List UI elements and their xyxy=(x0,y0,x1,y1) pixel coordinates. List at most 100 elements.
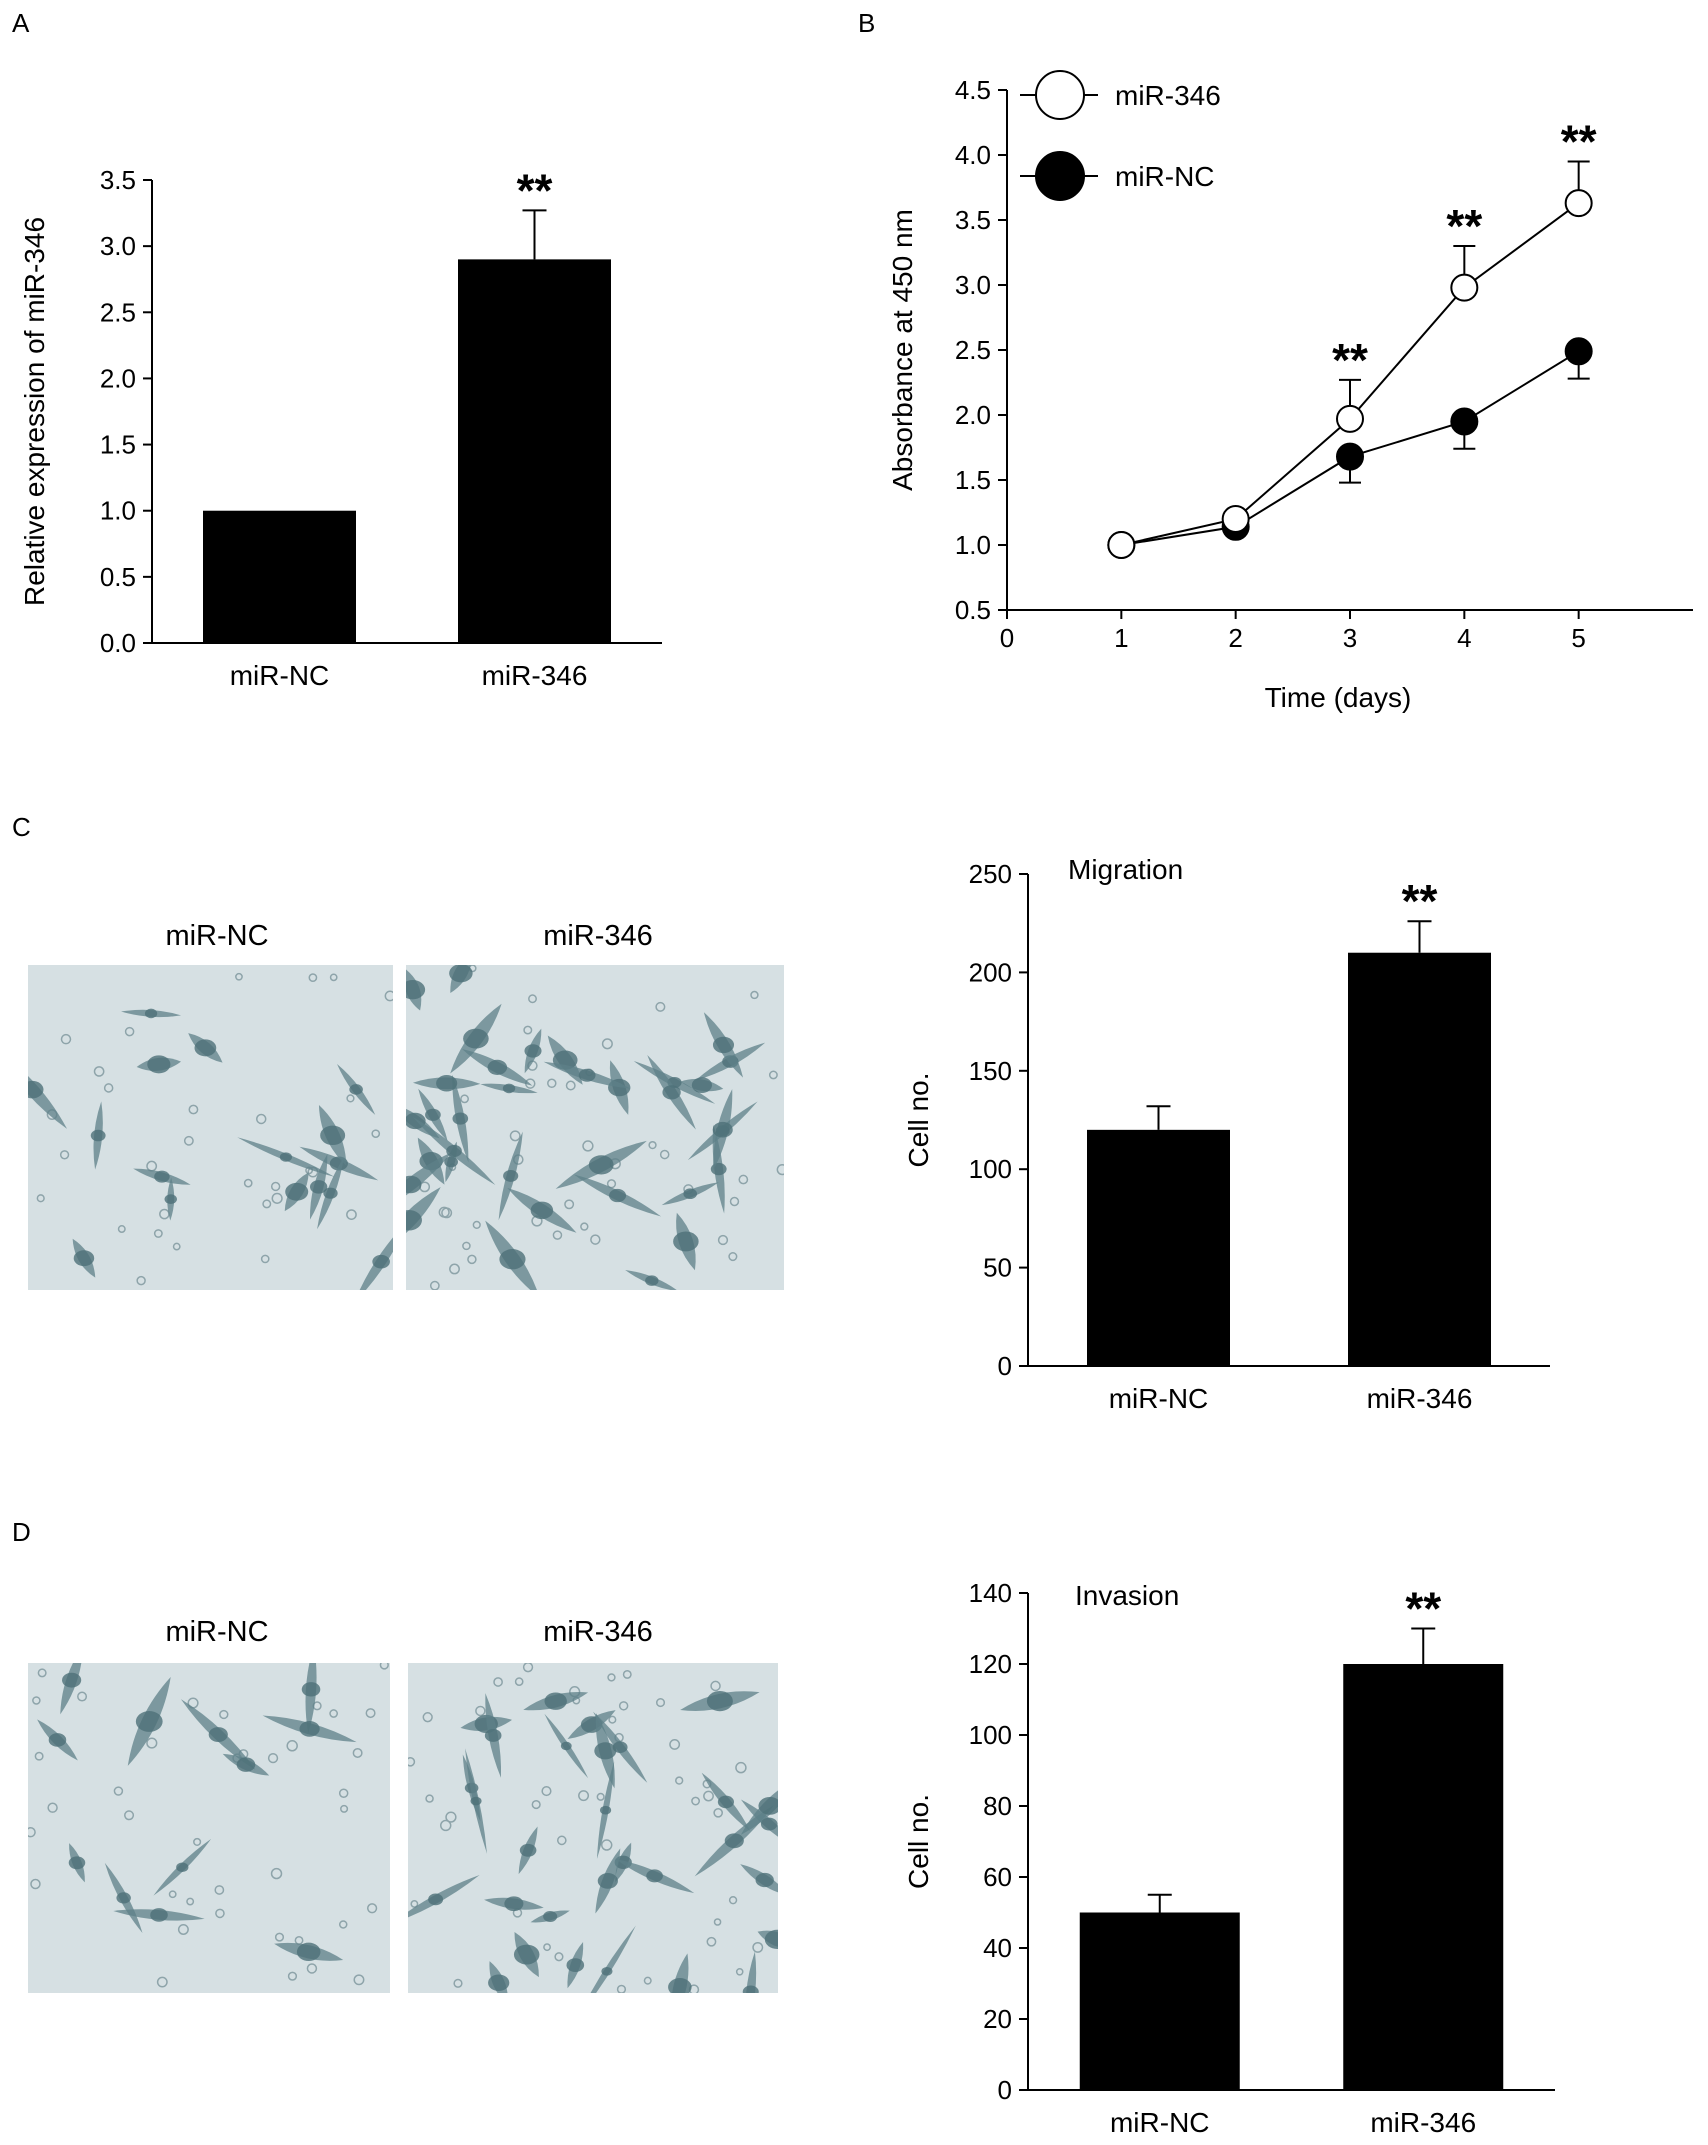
data-point-b-0-3 xyxy=(1450,273,1479,302)
stained-cell xyxy=(746,1951,757,1993)
panel-label-a: A xyxy=(12,8,30,38)
y-tick-label-c: 200 xyxy=(969,957,1012,987)
cell-nucleus xyxy=(646,1869,663,1883)
membrane-pore xyxy=(675,1776,684,1785)
membrane-pore xyxy=(329,973,338,982)
membrane-pore xyxy=(371,1129,381,1139)
stained-cell xyxy=(590,1925,636,1993)
membrane-pore xyxy=(440,1819,452,1832)
micrograph-d-left-label: miR-NC xyxy=(165,1616,269,1648)
membrane-pore xyxy=(425,1794,434,1803)
cell-nucleus xyxy=(406,1210,422,1231)
cell-nucleus xyxy=(691,1077,713,1093)
membrane-pore xyxy=(438,1206,450,1218)
membrane-pore xyxy=(168,1890,177,1899)
cell-nucleus xyxy=(470,1796,482,1806)
membrane-pore xyxy=(28,1827,36,1838)
cell-nucleus xyxy=(154,1170,170,1183)
y-tick-label-b: 0.5 xyxy=(955,595,991,625)
membrane-pore xyxy=(691,1796,701,1806)
category-label-d-1: miR-346 xyxy=(1370,2107,1476,2138)
bar-a-1 xyxy=(458,259,611,643)
membrane-pore xyxy=(475,1705,486,1717)
membrane-pore xyxy=(146,1737,158,1749)
micrograph-background xyxy=(28,1663,390,1993)
cell-nucleus xyxy=(755,1872,774,1888)
category-label-c-1: miR-346 xyxy=(1367,1383,1473,1414)
x-tick-label-b: 0 xyxy=(1000,623,1014,653)
y-tick-label-b: 4.5 xyxy=(955,75,991,105)
membrane-pore xyxy=(552,1230,563,1240)
membrane-pore xyxy=(32,1696,41,1705)
cell-nucleus xyxy=(48,1733,67,1747)
y-tick-label-b: 4.0 xyxy=(955,140,991,170)
cell-nucleus xyxy=(597,1873,618,1889)
membrane-pore xyxy=(34,1751,44,1761)
y-tick-label-b: 2.0 xyxy=(955,400,991,430)
micrograph-d-right-label: miR-346 xyxy=(543,1616,653,1648)
membrane-pore xyxy=(287,1971,298,1981)
y-tick-label-c: 50 xyxy=(983,1253,1012,1283)
cell-nucleus xyxy=(594,1742,617,1760)
membrane-pore xyxy=(738,1174,749,1185)
y-axis-label-a: Relative expression of miR-346 xyxy=(19,217,50,606)
y-tick-label-a: 0.0 xyxy=(100,628,136,658)
micrograph-c-mir-nc xyxy=(28,965,393,1290)
membrane-pore xyxy=(752,1941,764,1953)
cell-nucleus xyxy=(147,1055,171,1074)
membrane-pore xyxy=(703,1790,714,1802)
cell-nucleus xyxy=(488,1974,510,1992)
membrane-pore xyxy=(429,1280,440,1290)
x-tick-label-b: 5 xyxy=(1571,623,1585,653)
chart-annotation-d: Invasion xyxy=(1075,1580,1179,1611)
membrane-pore xyxy=(188,1104,199,1115)
membrane-pore xyxy=(255,1113,267,1125)
membrane-pore xyxy=(607,1673,616,1682)
y-tick-label-d: 60 xyxy=(983,1862,1012,1892)
cell-nucleus xyxy=(712,1121,733,1138)
membrane-pore xyxy=(543,1943,551,1952)
cell-nucleus xyxy=(349,1084,363,1095)
cell-nucleus xyxy=(301,1682,321,1697)
data-point-b-0-2 xyxy=(1336,404,1364,433)
membrane-pore xyxy=(578,1790,590,1802)
membrane-pore xyxy=(113,1786,124,1796)
category-label-a-1: miR-346 xyxy=(482,660,588,691)
membrane-pore xyxy=(706,1936,717,1947)
membrane-pore xyxy=(271,1192,283,1204)
membrane-pore xyxy=(547,1078,557,1089)
bar-a-0 xyxy=(203,510,356,643)
membrane-pore xyxy=(214,1885,225,1895)
y-axis-label-b: Absorbance at 450 nm xyxy=(887,209,918,491)
significance-d-1: ** xyxy=(1405,1583,1441,1635)
cell-nucleus xyxy=(560,1741,572,1751)
membrane-pore xyxy=(274,1932,285,1942)
membrane-pore xyxy=(77,1691,88,1702)
cell-nucleus xyxy=(717,1795,735,1809)
y-tick-label-c: 250 xyxy=(969,859,1012,889)
cell-nucleus xyxy=(544,1692,567,1710)
membrane-pore xyxy=(523,1025,533,1035)
data-point-b-0-4 xyxy=(1564,189,1593,218)
cell-nucleus xyxy=(504,1896,524,1912)
cell-nucleus xyxy=(299,1721,320,1737)
micrograph-d-mir-346 xyxy=(408,1663,778,1993)
data-point-b-1-2 xyxy=(1336,442,1364,471)
cell-nucleus xyxy=(645,1275,659,1286)
cell-nucleus xyxy=(452,1112,469,1125)
membrane-pore xyxy=(735,1761,747,1774)
cell-nucleus xyxy=(578,1068,596,1082)
membrane-pore xyxy=(556,1835,567,1846)
cell-nucleus xyxy=(116,1892,131,1904)
cell-nucleus xyxy=(406,980,426,1000)
x-tick-label-b: 3 xyxy=(1343,623,1357,653)
membrane-pore xyxy=(136,1275,146,1286)
cell-nucleus xyxy=(144,1008,158,1019)
micrograph-c-right-label: miR-346 xyxy=(543,920,653,952)
micrograph-d-mir-nc xyxy=(28,1663,390,1993)
cell-nucleus xyxy=(279,1152,292,1162)
y-tick-label-a: 1.5 xyxy=(100,430,136,460)
cell-nucleus xyxy=(662,1085,681,1100)
cell-nucleus xyxy=(524,1044,542,1058)
membrane-pore xyxy=(710,1680,721,1692)
